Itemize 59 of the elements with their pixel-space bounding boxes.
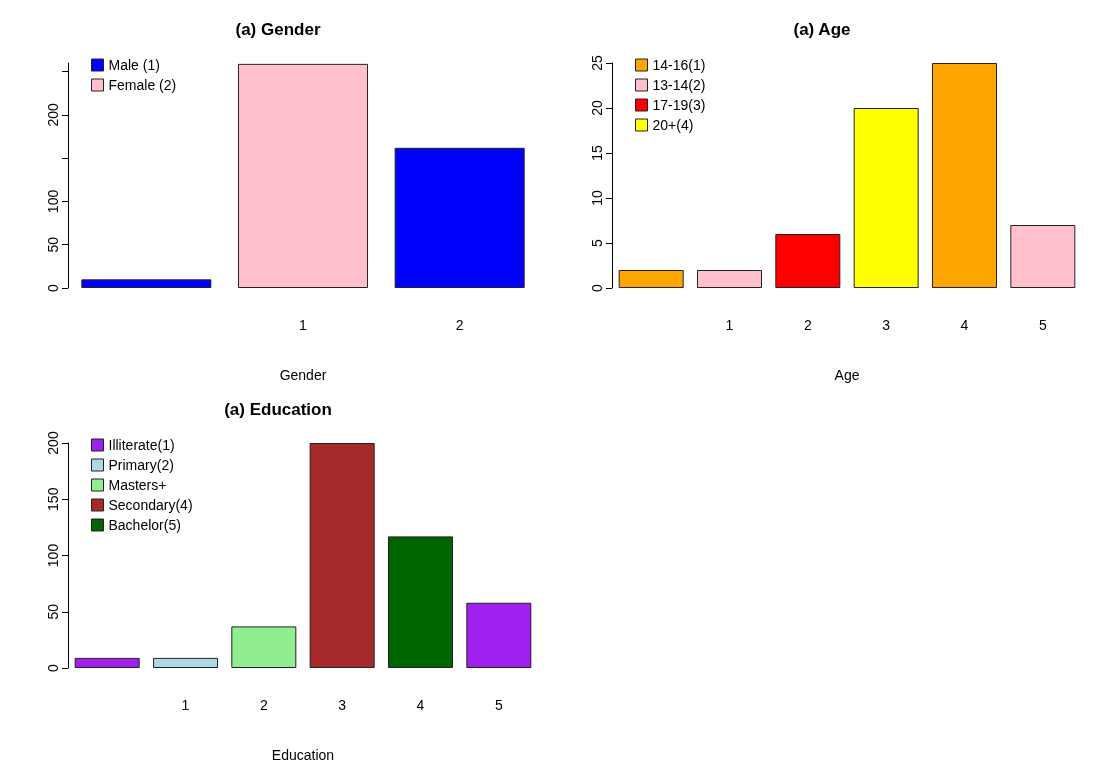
x-tick-label: 3: [338, 697, 347, 713]
legend-label: 17-19(3): [652, 97, 706, 113]
bar: [81, 279, 212, 288]
legend-label: 13-14(2): [652, 77, 706, 93]
bar: [74, 657, 140, 668]
y-tick-label: 15: [589, 145, 605, 161]
y-tick-label: 200: [45, 103, 61, 127]
y-tick-label: 100: [45, 189, 61, 214]
bar: [387, 536, 454, 668]
bar: [237, 63, 369, 288]
bar: [931, 63, 998, 288]
chart-title: (a) Age: [793, 20, 851, 39]
x-tick-label: 1: [725, 317, 734, 333]
x-tick-label: 2: [259, 697, 268, 713]
x-axis-title: Education: [271, 747, 335, 763]
bar: [853, 108, 919, 288]
bar: [775, 234, 841, 288]
bar: [696, 270, 763, 288]
x-tick-label: 3: [882, 317, 891, 333]
y-tick-label: 200: [45, 431, 61, 455]
y-tick-label: 5: [589, 238, 605, 247]
bar: [1010, 225, 1076, 288]
x-tick-label: 1: [181, 697, 190, 713]
y-tick-label: 0: [45, 663, 61, 672]
y-tick-label: 25: [589, 55, 605, 71]
chart-title: (a) Education: [224, 400, 332, 419]
legend-label: Primary(2): [108, 457, 174, 473]
x-axis-title: Age: [834, 367, 860, 383]
y-tick-label: 20: [589, 100, 605, 116]
x-tick-label: 2: [455, 317, 464, 333]
legend-label: 20+(4): [652, 117, 694, 133]
x-tick-label: 1: [299, 317, 308, 333]
legend-label: Bachelor(5): [108, 517, 181, 533]
x-tick-label: 4: [960, 317, 969, 333]
legend-label: Female (2): [108, 77, 177, 93]
y-tick-label: 100: [45, 543, 61, 568]
bar: [394, 147, 525, 288]
bar: [231, 626, 297, 668]
x-tick-label: 2: [803, 317, 812, 333]
legend-label: Secondary(4): [108, 497, 193, 513]
x-tick-label: 4: [416, 697, 425, 713]
y-tick-label: 50: [45, 236, 61, 253]
bar: [466, 602, 532, 668]
y-tick-label: 0: [589, 283, 605, 292]
x-axis-title: Gender: [279, 367, 327, 383]
legend-label: 14-16(1): [652, 57, 706, 73]
bar: [618, 270, 684, 288]
y-tick-label: 10: [589, 190, 605, 206]
bar: [152, 657, 219, 668]
legend-label: Masters+: [108, 477, 167, 493]
y-tick-label: 150: [45, 487, 61, 511]
chart-title: (a) Gender: [235, 20, 321, 39]
legend-label: Male (1): [108, 57, 160, 73]
bar: [309, 443, 375, 668]
legend-label: Illiterate(1): [108, 437, 175, 453]
y-tick-label: 0: [45, 283, 61, 292]
x-tick-label: 5: [494, 697, 503, 713]
x-tick-label: 5: [1038, 317, 1047, 333]
y-tick-label: 50: [45, 603, 61, 620]
